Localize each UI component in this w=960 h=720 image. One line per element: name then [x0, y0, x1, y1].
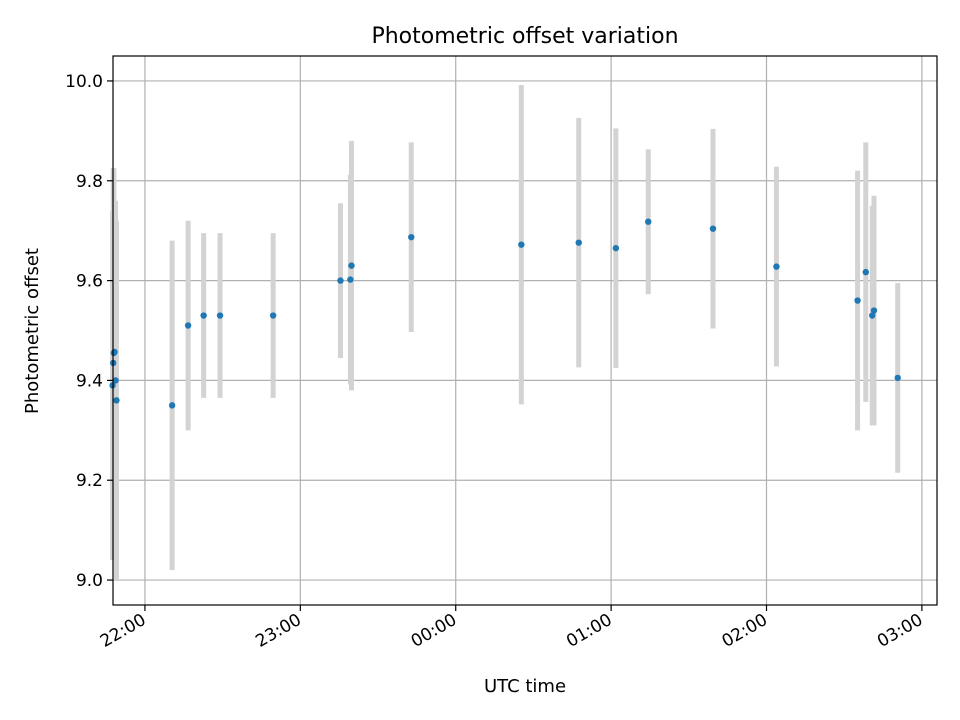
data-point: [869, 312, 876, 319]
data-point: [348, 262, 355, 269]
data-point: [518, 241, 525, 248]
data-point: [612, 244, 620, 252]
data-point: [168, 402, 176, 409]
x-axis-label: UTC time: [484, 676, 566, 697]
data-point: [773, 263, 780, 270]
data-point: [854, 297, 861, 304]
data-point: [200, 312, 207, 319]
data-point: [894, 374, 901, 382]
data-point: [111, 348, 118, 356]
y-axis-label: Photometric offset: [22, 248, 43, 414]
data-point: [112, 377, 119, 384]
y-tick-label: 9.8: [76, 172, 103, 192]
data-point: [347, 276, 354, 283]
data-point: [870, 307, 878, 314]
y-tick-label: 9.2: [76, 471, 103, 491]
chart-title: Photometric offset variation: [371, 24, 678, 49]
data-point: [645, 218, 652, 225]
y-tick-label: 9.6: [76, 272, 103, 292]
grid-lines: [113, 56, 937, 605]
data-point: [862, 268, 869, 276]
data-point: [709, 225, 717, 232]
data-point: [216, 312, 224, 319]
data-point: [408, 233, 415, 241]
data-point: [269, 312, 277, 319]
data-point: [184, 322, 192, 329]
plot-frame: [112, 55, 938, 606]
y-tick-label: 9.0: [76, 571, 103, 591]
data-points: [109, 218, 901, 409]
data-point: [113, 397, 120, 404]
y-tick-label: 9.4: [76, 371, 103, 391]
y-tick-label: 10.0: [65, 72, 103, 92]
data-point: [337, 277, 344, 284]
data-point: [575, 239, 582, 246]
